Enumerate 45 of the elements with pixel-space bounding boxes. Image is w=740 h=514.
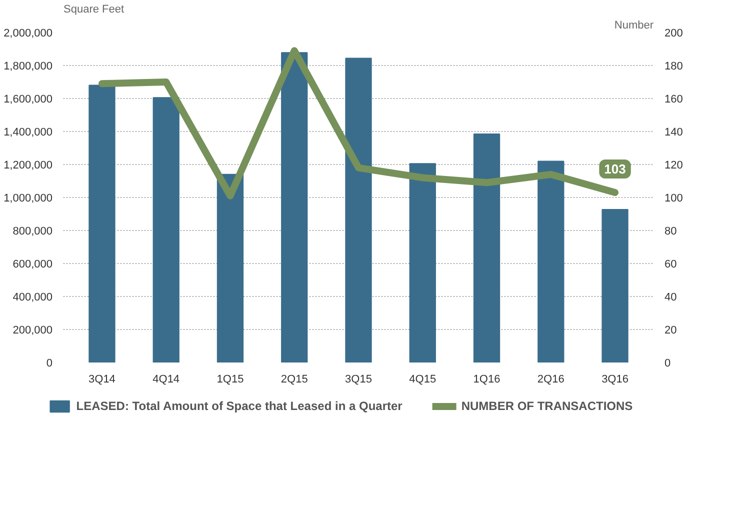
- bar: [345, 58, 372, 362]
- x-tick-label: 3Q14: [88, 374, 116, 386]
- y-tick-label: 1,400,000: [4, 126, 52, 138]
- bar: [216, 174, 244, 362]
- y2-axis-title: Number: [614, 20, 654, 32]
- y2-tick-label: 0: [664, 358, 671, 370]
- y-tick-label: 1,800,000: [4, 60, 52, 72]
- x-tick-label: 2Q15: [280, 374, 308, 386]
- x-tick-label: 2Q16: [537, 374, 564, 386]
- y2-tick-label: 180: [664, 60, 683, 72]
- x-tick-label: 3Q15: [345, 374, 372, 386]
- y2-tick-label: 60: [664, 258, 677, 270]
- y-tick-label: 200,000: [12, 324, 53, 336]
- y2-tick-label: 100: [664, 192, 683, 204]
- y-tick-label: 1,200,000: [4, 160, 52, 172]
- x-tick-label: 1Q15: [216, 374, 244, 386]
- y-axis-title: Square Feet: [64, 4, 124, 16]
- y-tick-label: 1,000,000: [4, 192, 52, 204]
- bar: [538, 160, 564, 362]
- y2-tick-label: 40: [664, 292, 677, 304]
- x-tick-label: 3Q16: [602, 374, 628, 386]
- y-tick-label: 400,000: [12, 292, 53, 304]
- x-tick-label: 4Q14: [152, 374, 180, 386]
- x-tick-label: 4Q15: [409, 374, 436, 386]
- legend-label: LEASED: Total Amount of Space that Leased in a Quarter: [76, 399, 402, 413]
- y-tick-label: 1,600,000: [4, 94, 52, 106]
- y-tick-label: 800,000: [12, 226, 53, 238]
- y2-tick-label: 120: [664, 160, 683, 172]
- bar: [602, 209, 628, 362]
- x-tick-label: 1Q16: [473, 374, 500, 386]
- bar: [473, 133, 500, 362]
- bar: [281, 52, 308, 362]
- bar: [88, 84, 116, 362]
- data-label: 103: [604, 162, 626, 177]
- y-tick-label: 0: [46, 358, 53, 370]
- y2-tick-label: 20: [664, 324, 677, 336]
- bar: [409, 163, 436, 362]
- legend-label: NUMBER OF TRANSACTIONS: [461, 399, 633, 413]
- y2-tick-label: 80: [664, 226, 677, 238]
- y2-tick-label: 140: [664, 126, 683, 138]
- y-tick-label: 600,000: [12, 258, 53, 270]
- y2-tick-label: 160: [664, 94, 683, 106]
- y-tick-label: 2,000,000: [4, 28, 52, 40]
- y2-tick-label: 200: [664, 28, 683, 40]
- bar: [152, 97, 180, 362]
